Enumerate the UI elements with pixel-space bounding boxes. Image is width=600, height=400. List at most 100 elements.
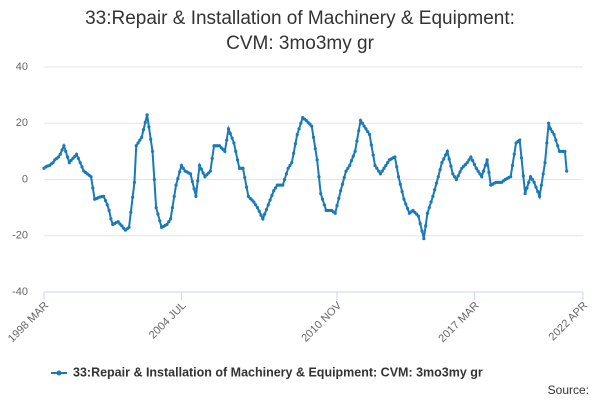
point (232, 141, 236, 145)
point (422, 236, 426, 241)
x-tick-label: 1998 MAR (6, 300, 51, 345)
point (255, 206, 260, 210)
point (319, 191, 323, 196)
point (548, 127, 553, 131)
point (424, 224, 428, 228)
point (80, 165, 84, 169)
point (194, 194, 198, 198)
x-tick-label: 2022 APR (547, 300, 591, 344)
x-tick-label: 2004 JUL (147, 300, 189, 342)
point (179, 163, 184, 168)
point (357, 129, 361, 133)
point (476, 169, 480, 173)
point (140, 135, 144, 139)
point (536, 189, 540, 194)
point (510, 163, 515, 168)
point (550, 130, 554, 134)
point (322, 203, 326, 207)
point (143, 120, 147, 125)
point (539, 183, 543, 187)
point (465, 161, 469, 165)
point (158, 219, 162, 223)
point (469, 155, 473, 159)
point (264, 207, 269, 212)
point (266, 203, 270, 207)
point (190, 179, 194, 184)
point (532, 180, 536, 184)
point (472, 162, 477, 167)
point (380, 169, 384, 173)
point (89, 175, 93, 179)
point (284, 172, 288, 176)
y-tick-label: -20 (12, 230, 28, 242)
point (467, 158, 471, 162)
point (154, 206, 158, 210)
point (315, 158, 319, 162)
point (445, 149, 449, 153)
point (181, 166, 185, 170)
point (474, 166, 478, 170)
point (132, 180, 137, 184)
point (270, 193, 274, 198)
point (313, 146, 317, 151)
point (261, 217, 265, 221)
point (436, 175, 440, 179)
point (210, 156, 214, 161)
point (509, 175, 513, 179)
point (196, 179, 200, 183)
point (310, 124, 314, 128)
point (333, 211, 337, 215)
legend-marker (56, 370, 62, 376)
point (167, 220, 171, 224)
point (364, 127, 368, 131)
legend-label: 33:Repair & Installation of Machinery & … (73, 365, 483, 379)
point (377, 169, 381, 173)
point (552, 132, 556, 137)
point (272, 189, 276, 193)
point (393, 155, 397, 159)
point (120, 224, 124, 228)
source: Source: (548, 383, 589, 397)
point (443, 153, 448, 157)
point (382, 166, 386, 170)
point (286, 166, 290, 170)
point (76, 156, 80, 161)
point (254, 203, 258, 207)
point (208, 169, 213, 173)
point (554, 138, 558, 142)
point (431, 194, 435, 198)
point (243, 175, 247, 180)
point (355, 139, 359, 143)
point (487, 170, 491, 175)
point (534, 185, 538, 189)
point (62, 144, 66, 148)
point (290, 161, 294, 165)
point (353, 149, 357, 153)
point (346, 166, 350, 170)
point (456, 174, 460, 178)
point (244, 185, 249, 189)
point (339, 189, 343, 193)
point (150, 149, 155, 153)
point (395, 165, 399, 169)
point (512, 152, 516, 156)
point (348, 163, 352, 168)
point (458, 170, 462, 174)
point (234, 149, 238, 153)
point (340, 182, 345, 186)
point (405, 206, 410, 211)
point (60, 148, 64, 152)
point (134, 144, 138, 148)
point (545, 141, 549, 145)
point (565, 169, 569, 173)
point (299, 121, 303, 125)
point (337, 196, 341, 200)
point (349, 159, 354, 163)
point (400, 189, 404, 194)
point (225, 138, 229, 142)
point (197, 163, 202, 168)
y-tick-label: 0 (22, 173, 28, 185)
point (152, 177, 156, 182)
point (311, 135, 316, 139)
